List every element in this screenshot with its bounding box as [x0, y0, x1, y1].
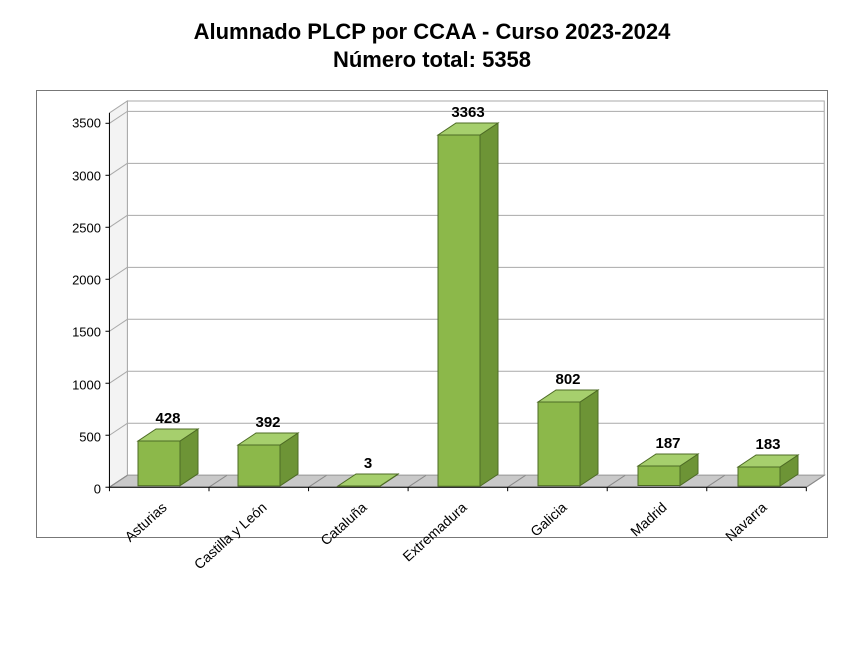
y-tick-label: 3000 — [61, 168, 101, 183]
bar-value-label: 802 — [498, 371, 638, 388]
bar — [638, 89, 680, 537]
y-tick-label: 2000 — [61, 273, 101, 288]
y-tick-label: 500 — [61, 429, 101, 444]
chart-title-line2: Número total: 5358 — [0, 46, 864, 74]
bar — [238, 89, 280, 537]
bar-value-label: 3 — [298, 455, 438, 472]
bar — [538, 89, 580, 537]
bar — [438, 89, 480, 537]
chart-title-line1: Alumnado PLCP por CCAA - Curso 2023-2024 — [0, 18, 864, 46]
bar — [738, 89, 780, 537]
y-tick-label: 3500 — [61, 116, 101, 131]
bar-value-label: 3363 — [398, 104, 538, 121]
y-tick-label: 1000 — [61, 377, 101, 392]
y-tick-label: 2500 — [61, 220, 101, 235]
y-tick-label: 1500 — [61, 325, 101, 340]
plot-stage: 0500100015002000250030003500428Asturias3… — [37, 91, 827, 537]
plot-area: 0500100015002000250030003500428Asturias3… — [36, 90, 828, 538]
bar-value-label: 392 — [198, 414, 338, 431]
bar — [138, 89, 180, 537]
bar-value-label: 183 — [698, 436, 838, 453]
chart-container: Alumnado PLCP por CCAA - Curso 2023-2024… — [0, 0, 864, 648]
y-tick-label: 0 — [61, 482, 101, 497]
chart-title: Alumnado PLCP por CCAA - Curso 2023-2024… — [0, 0, 864, 73]
